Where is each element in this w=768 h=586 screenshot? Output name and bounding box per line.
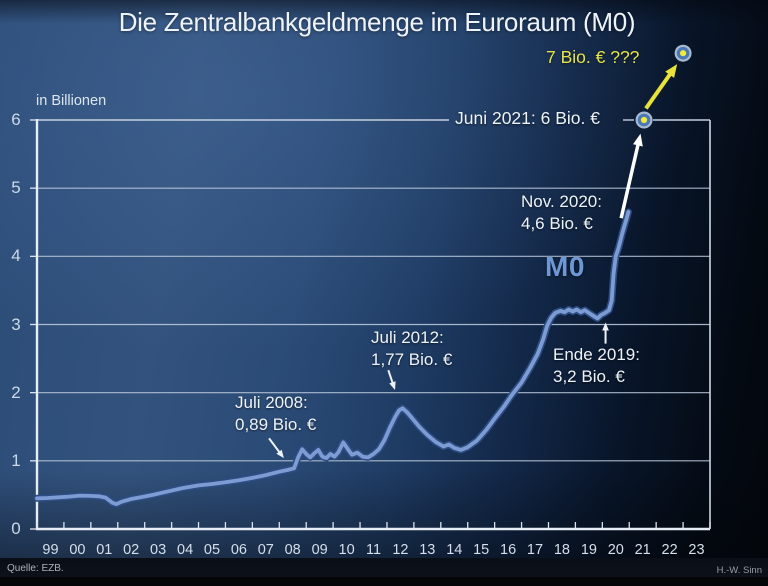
- x-axis-label: 21: [634, 542, 651, 558]
- x-axis-label: 05: [203, 542, 221, 558]
- x-axis-label: 07: [257, 542, 274, 558]
- y-axis-label: 1: [11, 450, 21, 470]
- x-axis-label: 15: [473, 542, 490, 558]
- annotation-line: 1,77 Bio. €: [371, 349, 453, 369]
- x-axis-label: 01: [96, 542, 113, 558]
- arrow-ende-2019-head: [602, 322, 609, 331]
- annotation-juni-2021: Juni 2021: 6 Bio. €: [455, 108, 600, 128]
- x-axis-label: 06: [230, 542, 247, 558]
- x-axis-label: 04: [177, 542, 194, 558]
- annotation-line: Juli 2012:: [371, 328, 444, 347]
- x-axis-label: 09: [311, 542, 328, 558]
- x-axis-label: 00: [69, 542, 86, 558]
- footer-bar: Quelle: EZB. H.-W. Sinn: [0, 558, 768, 577]
- chart-title: Die Zentralbankgeldmenge im Euroraum (M0…: [118, 7, 636, 37]
- m0-line: [35, 210, 631, 506]
- annotation-line: Juli 2008:: [235, 393, 308, 412]
- x-axis-label: 22: [661, 542, 678, 558]
- y-axis-label: 2: [11, 382, 21, 402]
- x-axis-label: 03: [150, 542, 167, 558]
- annotation-line: 3,2 Bio. €: [553, 366, 625, 386]
- x-axis-label: 16: [500, 542, 517, 558]
- annotation-line: 4,6 Bio. €: [521, 213, 593, 233]
- x-axis-label: 19: [580, 542, 597, 558]
- x-axis-label: 10: [338, 542, 355, 558]
- x-axis-label: 12: [392, 542, 409, 558]
- annotation-line: Ende 2019:: [553, 345, 640, 364]
- x-axis-label: 14: [446, 542, 463, 558]
- arrow-juli-2012-head: [389, 381, 396, 390]
- x-axis-label: 08: [284, 542, 301, 558]
- x-axis-label: 13: [419, 542, 436, 558]
- x-axis-label: 23: [688, 542, 705, 558]
- y-axis-label: 4: [11, 246, 21, 266]
- x-axis-label: 18: [553, 542, 570, 558]
- annotation-juli-2012: Juli 2012: 1,77 Bio. €: [371, 327, 452, 370]
- arrow-juli-2008-head: [276, 449, 284, 459]
- annotation-line: 0,89 Bio. €: [235, 414, 317, 434]
- marker-dot: [679, 50, 687, 57]
- arrow-to-7-bio: [644, 71, 673, 110]
- annotation-line: Nov. 2020:: [521, 192, 602, 211]
- y-axis-label: 3: [11, 314, 21, 334]
- annotation-ende-2019: Ende 2019: 3,2 Bio. €: [553, 344, 640, 387]
- x-axis-label: 99: [42, 542, 59, 558]
- series-label-m0: M0: [545, 251, 585, 282]
- annotation-juli-2008: Juli 2008: 0,89 Bio. €: [235, 392, 316, 435]
- credit-label: H.-W. Sinn: [716, 565, 762, 576]
- source-label: Quelle: EZB.: [7, 563, 64, 574]
- arrow-to-juni-2021-head: [633, 133, 643, 147]
- x-axis-label: 11: [365, 542, 382, 558]
- x-axis-label: 17: [526, 542, 544, 558]
- y-axis-unit-label: in Billionen: [36, 93, 107, 109]
- y-axis-label: 6: [11, 110, 21, 129]
- annotation-nov-2020: Nov. 2020: 4,6 Bio. €: [521, 191, 602, 234]
- x-axis-label: 02: [123, 542, 140, 558]
- annotation-7-bio: 7 Bio. € ???: [546, 47, 640, 67]
- marker-dot: [640, 116, 648, 124]
- y-axis-label: 5: [11, 178, 21, 198]
- x-axis-label: 20: [607, 542, 624, 558]
- arrow-to-7-bio-head: [665, 64, 678, 78]
- arrow-to-juni-2021: [619, 142, 641, 219]
- arrow-juli-2012: [387, 369, 395, 385]
- bottom-strip: [0, 577, 768, 586]
- y-axis-label: 0: [11, 519, 21, 538]
- arrow-juli-2008: [268, 437, 282, 454]
